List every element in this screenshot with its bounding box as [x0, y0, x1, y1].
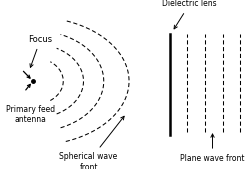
- Text: Spherical wave
front: Spherical wave front: [59, 116, 124, 169]
- Text: Plane wave front: Plane wave front: [180, 134, 244, 163]
- Text: Dielectric lens: Dielectric lens: [162, 0, 216, 29]
- Text: Primary feed
antenna: Primary feed antenna: [6, 105, 55, 124]
- Text: Focus: Focus: [28, 35, 52, 67]
